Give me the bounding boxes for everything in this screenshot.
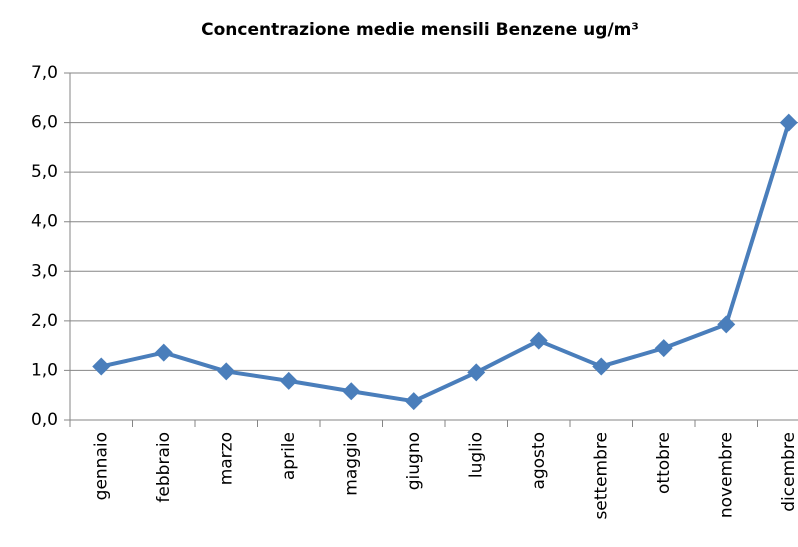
y-tick-label: 4,0 [31, 212, 58, 232]
line [100, 121, 791, 404]
x-tick-label: gennaio [91, 432, 111, 500]
y-tick-label: 1,0 [31, 360, 58, 380]
x-tick-label: settembre [591, 432, 611, 520]
x-tick-label: agosto [529, 432, 549, 490]
y-tick-label: 7,0 [31, 63, 58, 83]
x-tick-label: novembre [716, 432, 736, 518]
marker [529, 331, 548, 350]
x-tick-label: febbraio [154, 432, 174, 503]
marker [154, 343, 173, 362]
y-tick-label: 3,0 [31, 261, 58, 281]
y-tick-label: 5,0 [31, 162, 58, 182]
x-tick-label: luglio [466, 432, 486, 478]
marker [592, 357, 611, 376]
chart-title: Concentrazione medie mensili Benzene ug/… [201, 20, 639, 40]
y-tick-label: 2,0 [31, 311, 58, 331]
marker [404, 392, 423, 411]
x-tick-label: marzo [216, 432, 236, 485]
marker [467, 363, 486, 382]
marker [717, 315, 736, 334]
marker [92, 357, 111, 376]
x-tick-label: aprile [279, 432, 299, 480]
marker [217, 362, 236, 381]
marker [279, 371, 298, 390]
y-tick-label: 6,0 [31, 113, 58, 133]
x-tick-label: maggio [341, 432, 361, 496]
x-tick-label: dicembre [779, 432, 798, 512]
x-tick-label: ottobre [654, 432, 674, 494]
marker [779, 113, 798, 132]
marker [342, 382, 361, 401]
x-tick-label: giugno [404, 432, 424, 490]
y-tick-label: 0,0 [31, 410, 58, 430]
marker [654, 339, 673, 358]
